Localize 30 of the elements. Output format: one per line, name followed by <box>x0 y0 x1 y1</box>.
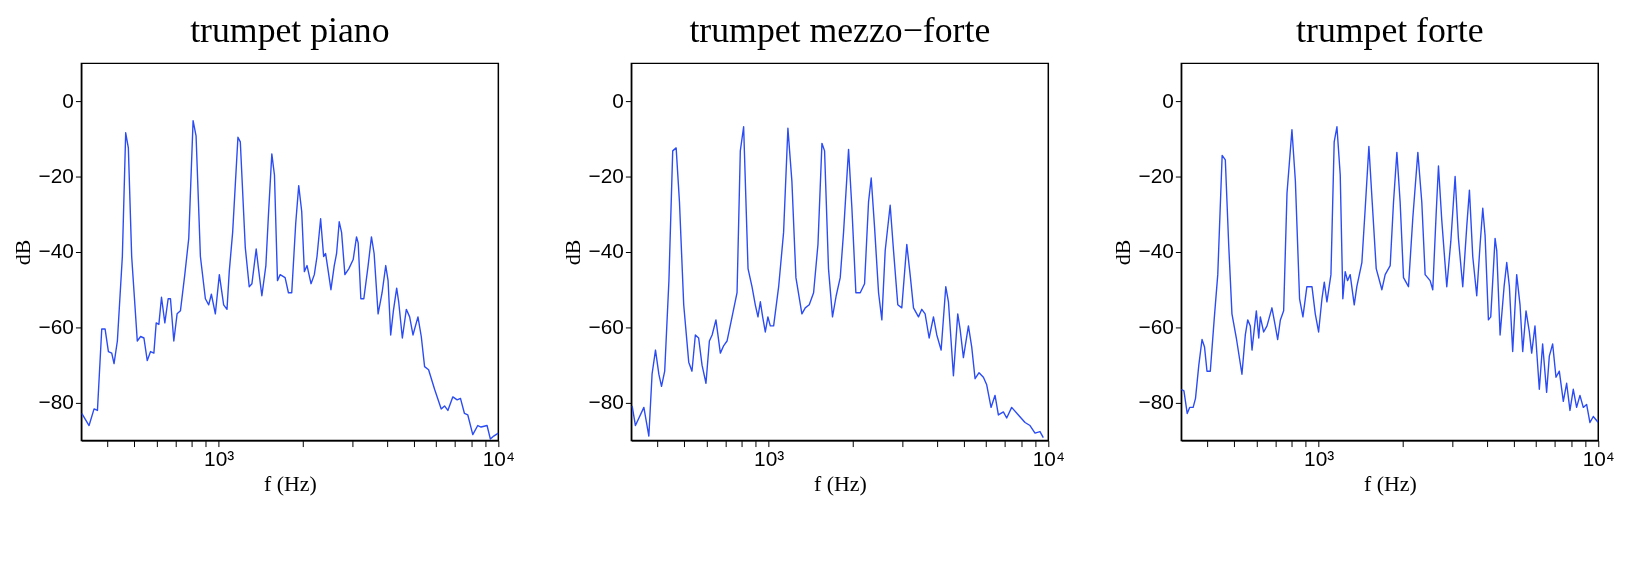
x-axis-title: f (Hz) <box>264 471 317 496</box>
y-tick-label: −80 <box>1138 390 1174 414</box>
y-tick-label: −40 <box>38 239 74 263</box>
x-tick-label: 10³ <box>1304 446 1335 470</box>
x-tick-label: 10³ <box>204 446 235 470</box>
chart-title: trumpet mezzo−forte <box>689 9 991 50</box>
chart-title: trumpet piano <box>190 9 390 50</box>
y-tick-label: −20 <box>38 164 74 187</box>
y-tick-label: −80 <box>38 390 74 414</box>
x-tick-label: 10⁴ <box>1582 446 1615 470</box>
y-tick-label: −60 <box>38 314 74 338</box>
x-axis-title: f (Hz) <box>1363 471 1417 496</box>
chart-title: trumpet forte <box>1296 9 1484 50</box>
y-tick-label: −80 <box>588 390 624 414</box>
y-tick-label: −40 <box>1138 239 1174 263</box>
y-tick-label: 0 <box>1162 88 1174 112</box>
x-axis-title: f (Hz) <box>813 471 867 496</box>
y-tick-label: −20 <box>588 164 624 187</box>
y-axis-title: dB <box>560 239 585 266</box>
y-axis-title: dB <box>10 239 35 266</box>
y-tick-label: −20 <box>1138 164 1174 187</box>
y-tick-label: −40 <box>588 239 624 263</box>
x-tick-label: 10³ <box>754 446 785 470</box>
x-tick-label: 10⁴ <box>1032 446 1065 470</box>
y-tick-label: −60 <box>588 314 624 338</box>
y-axis-title: dB <box>1110 239 1135 266</box>
y-tick-label: 0 <box>612 88 624 112</box>
y-tick-label: 0 <box>62 88 74 112</box>
y-tick-label: −60 <box>1138 314 1174 338</box>
x-tick-label: 10⁴ <box>482 446 515 470</box>
